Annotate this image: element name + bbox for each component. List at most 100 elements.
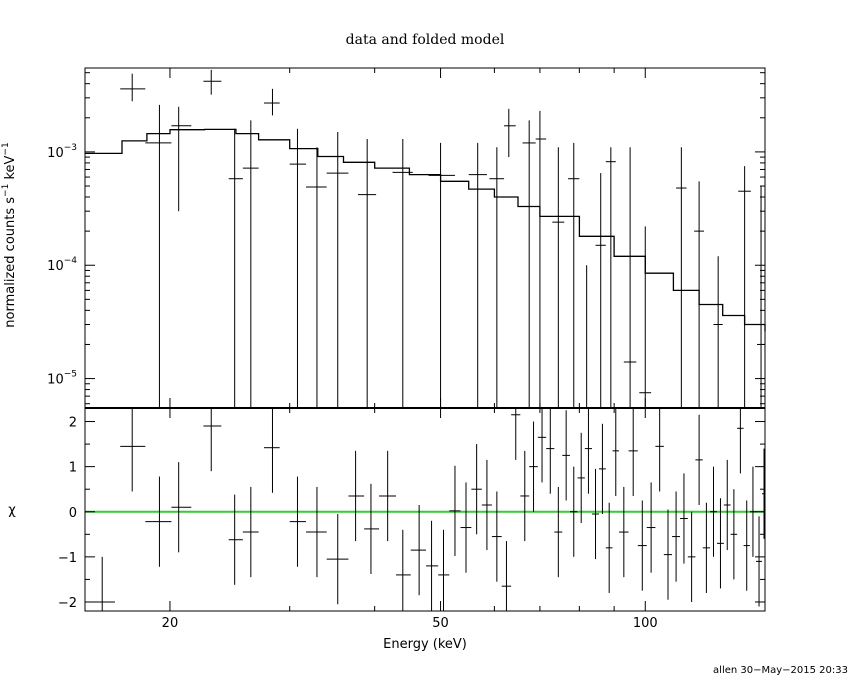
data-point	[713, 256, 723, 408]
data-point	[289, 128, 306, 408]
data-point	[738, 166, 751, 408]
residual-point	[364, 483, 380, 575]
residual-point	[577, 432, 585, 524]
residual-point	[723, 459, 731, 551]
data-point	[171, 106, 192, 212]
residual-point	[612, 408, 620, 496]
x-tick-label: 20	[162, 616, 179, 631]
data-point	[504, 108, 516, 158]
residual-point	[460, 482, 472, 573]
residual-point	[695, 414, 703, 505]
bottom-frame	[84, 407, 766, 612]
residual-point	[481, 459, 492, 551]
folded-model-line	[85, 128, 766, 332]
x-axis-label: Energy (keV)	[383, 637, 467, 652]
residual-point	[242, 486, 259, 578]
residual-point	[702, 502, 710, 593]
data-point	[228, 128, 243, 408]
residual-point	[348, 450, 365, 542]
residual-point	[646, 482, 656, 573]
residual-point	[709, 466, 718, 557]
residual-point	[584, 408, 593, 494]
data-point	[757, 186, 765, 408]
residual-y-tick-label: −1	[58, 551, 77, 566]
data-point	[357, 138, 377, 408]
residual-point	[326, 514, 349, 605]
data-point	[535, 110, 547, 408]
data-point	[522, 120, 536, 408]
top-ylabel: normalized counts s−1 keV−1	[1, 142, 18, 327]
top-frame	[84, 67, 766, 409]
data-point	[428, 142, 455, 408]
x-tick-label: 50	[432, 616, 449, 631]
chart-title: data and folded model	[346, 32, 505, 48]
residual-point	[120, 408, 146, 492]
residual-point	[471, 444, 482, 535]
residual-point	[228, 494, 243, 585]
data-point	[264, 88, 280, 116]
top-ylabel-unit: keV	[3, 155, 18, 179]
residual-point	[562, 410, 570, 501]
data-point	[120, 73, 146, 102]
data-point	[305, 147, 327, 408]
residual-point	[730, 489, 738, 580]
data-point	[326, 131, 349, 408]
residual-point	[737, 408, 744, 474]
y-tick-label: 10−5	[47, 370, 77, 388]
svg-text:normalized counts s−1 keV−1: normalized counts s−1 keV−1	[1, 142, 18, 327]
residual-y-tick-label: 0	[69, 506, 77, 521]
residual-point	[598, 423, 606, 515]
top-panel	[85, 69, 766, 409]
residual-point	[637, 500, 647, 591]
residual-y-tick-label: −2	[58, 596, 77, 611]
data-point	[242, 120, 259, 408]
data-point	[595, 173, 606, 408]
residual-point	[171, 462, 192, 553]
y-tick-label: 10−4	[47, 256, 77, 274]
data-point	[694, 181, 704, 408]
residual-point	[491, 491, 502, 582]
residual-point	[569, 466, 578, 557]
data-point	[639, 226, 652, 408]
residual-panel	[85, 408, 765, 611]
data-point	[552, 147, 565, 408]
data-point	[145, 104, 172, 408]
residual-point	[717, 498, 724, 589]
data-point	[203, 69, 222, 95]
residual-point	[628, 408, 638, 496]
residual-point	[145, 476, 172, 567]
bottom-ylabel: χ	[8, 503, 16, 518]
top-ylabel-main: normalized counts s	[3, 197, 18, 328]
residual-point	[438, 529, 450, 611]
residual-point	[672, 491, 681, 582]
residual-point	[426, 520, 439, 611]
data-point	[392, 138, 413, 408]
residual-point	[511, 408, 521, 460]
residual-y-tick-label: 2	[69, 416, 77, 431]
residual-point	[687, 511, 696, 602]
axes-frame: 20 50 100 10−3 10−4 10−5 2 1 0 −1 −2	[47, 67, 766, 631]
data-point	[605, 147, 616, 408]
footer-credit: allen 30−May−2015 20:33	[713, 665, 848, 676]
data-point	[489, 147, 505, 408]
residual-point	[305, 486, 327, 578]
top-ylabel-sup2: −1	[1, 142, 11, 155]
residual-point	[85, 556, 115, 611]
residual-point	[289, 476, 306, 567]
residual-point	[501, 541, 512, 611]
residual-point	[680, 473, 688, 564]
residual-point	[396, 529, 411, 611]
residual-point	[264, 408, 280, 493]
residual-point	[619, 486, 629, 578]
x-tick-label: 100	[633, 616, 658, 631]
residual-point	[592, 468, 599, 560]
residual-point	[546, 408, 555, 494]
data-point	[623, 147, 637, 408]
data-point	[581, 265, 593, 409]
residual-point	[605, 502, 613, 593]
data-point	[676, 147, 687, 408]
top-ylabel-sup1: −1	[1, 184, 11, 197]
residual-point	[520, 450, 530, 542]
residual-point	[655, 408, 664, 492]
